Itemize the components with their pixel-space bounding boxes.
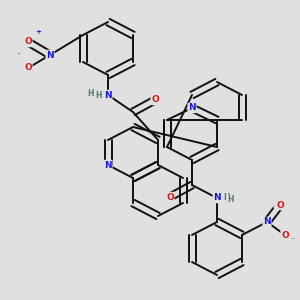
Text: O: O xyxy=(276,200,284,209)
Text: H: H xyxy=(87,88,93,98)
Text: O: O xyxy=(281,230,289,239)
Text: N: N xyxy=(46,50,54,59)
Text: N: N xyxy=(213,194,221,202)
Text: ⁻: ⁻ xyxy=(290,237,294,243)
Text: +: + xyxy=(35,29,41,35)
Text: O: O xyxy=(166,193,174,202)
Text: H: H xyxy=(227,196,233,205)
Text: N: N xyxy=(263,218,271,226)
Text: O: O xyxy=(151,95,159,104)
Text: N: N xyxy=(104,91,112,100)
Text: N: N xyxy=(188,103,196,112)
Text: O: O xyxy=(24,38,32,46)
Text: +: + xyxy=(274,202,280,208)
Text: H: H xyxy=(95,91,101,100)
Text: N: N xyxy=(104,160,112,169)
Text: ⁻: ⁻ xyxy=(16,52,20,58)
Text: H: H xyxy=(224,194,230,202)
Text: O: O xyxy=(24,64,32,73)
